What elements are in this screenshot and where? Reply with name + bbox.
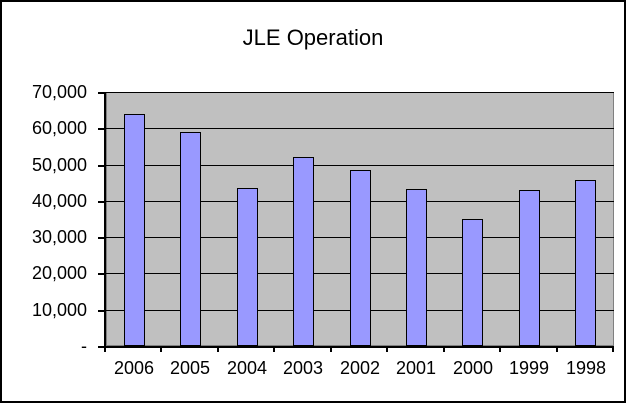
bar-2002	[350, 170, 371, 346]
x-axis-tick	[556, 346, 558, 352]
x-axis-tick	[273, 346, 275, 352]
bar-1998	[575, 180, 596, 346]
x-tick-label-2004: 2004	[226, 358, 268, 378]
y-tick-label: -	[81, 336, 87, 356]
bar-1999	[519, 190, 540, 346]
y-axis-tick	[98, 237, 104, 239]
x-axis-tick	[330, 346, 332, 352]
y-tick-label: 50,000	[31, 155, 87, 175]
bar-2003	[293, 157, 314, 346]
y-tick-label: 70,000	[31, 82, 87, 102]
bar-2006	[124, 114, 145, 346]
x-axis-tick	[104, 346, 106, 352]
y-axis-tick	[98, 201, 104, 203]
x-axis-tick	[443, 346, 445, 352]
y-axis-tick	[98, 346, 104, 348]
y-axis-line	[104, 92, 106, 348]
x-tick-label-2003: 2003	[282, 358, 324, 378]
x-tick-label-1998: 1998	[565, 358, 607, 378]
bar-2005	[180, 132, 201, 346]
x-tick-label-2005: 2005	[169, 358, 211, 378]
bar-2004	[237, 188, 258, 346]
x-tick-label-2001: 2001	[395, 358, 437, 378]
gridline	[106, 92, 614, 93]
y-axis-tick	[98, 128, 104, 130]
y-tick-label: 60,000	[31, 118, 87, 138]
y-tick-label: 40,000	[31, 191, 87, 211]
bar-2001	[406, 189, 427, 346]
x-tick-label-2002: 2002	[339, 358, 381, 378]
x-axis-tick	[217, 346, 219, 352]
x-axis-tick	[612, 346, 614, 352]
y-tick-label: 30,000	[31, 227, 87, 247]
x-tick-label-1999: 1999	[508, 358, 550, 378]
x-axis-tick	[499, 346, 501, 352]
x-tick-label-2000: 2000	[452, 358, 494, 378]
x-axis-tick	[160, 346, 162, 352]
bar-2000	[462, 219, 483, 346]
y-tick-label: 10,000	[31, 300, 87, 320]
y-tick-label: 20,000	[31, 263, 87, 283]
gridline	[106, 165, 614, 166]
y-axis-tick	[98, 165, 104, 167]
y-axis-tick	[98, 92, 104, 94]
x-tick-label-2006: 2006	[113, 358, 155, 378]
x-axis-line	[104, 346, 614, 348]
x-axis-tick	[386, 346, 388, 352]
y-axis-tick	[98, 310, 104, 312]
gridline	[106, 128, 614, 129]
chart-title: JLE Operation	[242, 25, 384, 50]
y-axis-tick	[98, 273, 104, 275]
